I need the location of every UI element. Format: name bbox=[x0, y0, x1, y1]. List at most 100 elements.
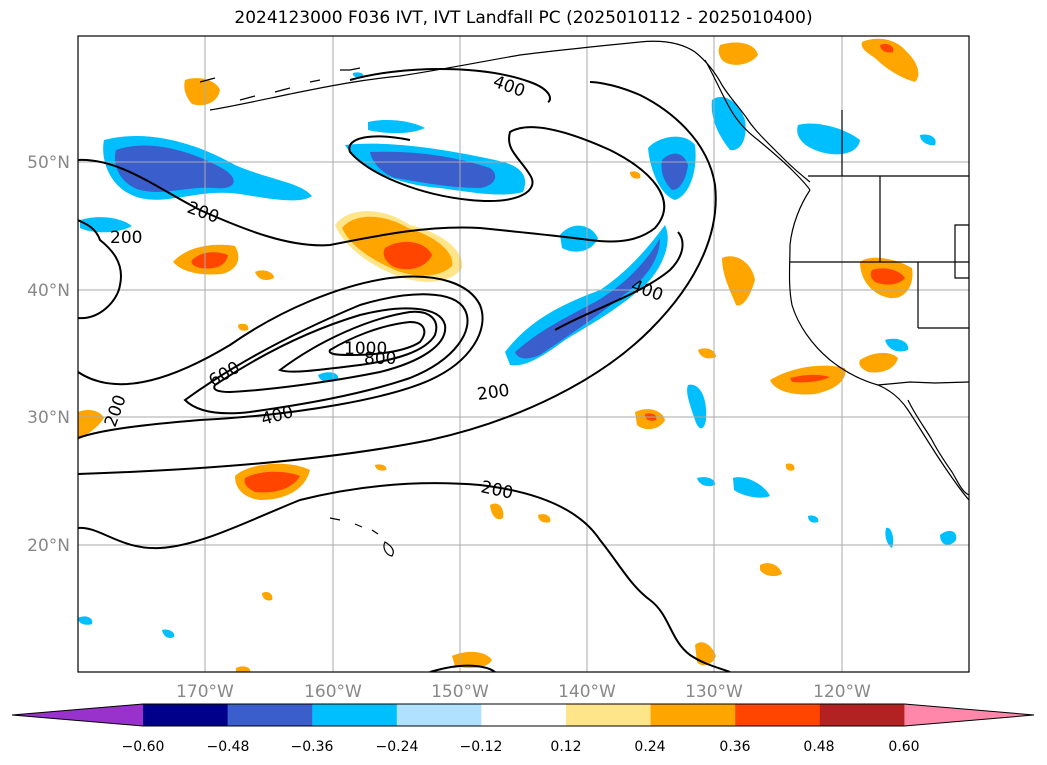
contour-label: 600 bbox=[206, 358, 244, 392]
colorbar-tick-label: −0.12 bbox=[460, 739, 503, 755]
contour-label: 200 bbox=[479, 477, 515, 503]
alaska-coast bbox=[209, 40, 811, 183]
positive-region bbox=[538, 514, 551, 523]
lon-labels: 170°W 160°W 150°W 140°W 130°W 120°W bbox=[176, 682, 871, 702]
contour-400-north bbox=[349, 68, 551, 103]
positive-region bbox=[383, 241, 432, 270]
colorbar-tick-label: −0.36 bbox=[291, 739, 334, 755]
colorbar-tick-label: 0.36 bbox=[719, 739, 750, 755]
lat-tick-label: 30°N bbox=[27, 408, 70, 428]
negative-region bbox=[885, 527, 894, 548]
negative-region bbox=[808, 515, 819, 523]
colorbar-tick-label: −0.60 bbox=[122, 739, 165, 755]
colorbar-swatch bbox=[481, 704, 567, 726]
bc-coast bbox=[704, 59, 811, 191]
lon-tick-label: 160°W bbox=[304, 682, 362, 702]
positive-region bbox=[698, 348, 716, 359]
map-frame bbox=[77, 35, 970, 673]
negative-region bbox=[115, 145, 234, 192]
positive-region bbox=[695, 642, 716, 666]
map-area bbox=[78, 36, 969, 672]
positive-region bbox=[859, 352, 898, 373]
contour-200-outer2 bbox=[78, 81, 717, 475]
colorbar-swatch bbox=[227, 704, 313, 726]
us-west-coast bbox=[788, 189, 969, 501]
contour-400-core bbox=[183, 293, 469, 415]
border-us-mexico bbox=[877, 381, 969, 386]
negative-region bbox=[920, 134, 936, 146]
colorbar-tick-label: 0.60 bbox=[888, 739, 919, 755]
map-title: 2024123000 F036 IVT, IVT Landfall PC (20… bbox=[234, 8, 813, 28]
negative-region bbox=[885, 338, 909, 352]
colorbar-swatch bbox=[819, 704, 905, 726]
lat-labels: 50°N 40°N 30°N 20°N bbox=[27, 153, 70, 556]
negative-region bbox=[162, 629, 175, 639]
negative-region bbox=[515, 238, 660, 359]
lat-tick-label: 50°N bbox=[27, 153, 70, 173]
contour-200-big bbox=[78, 275, 484, 439]
positive-region bbox=[191, 252, 228, 269]
colorbar-tick-label: 0.12 bbox=[550, 739, 581, 755]
positive-region bbox=[375, 464, 387, 471]
contour-label: 200 bbox=[476, 381, 511, 405]
colorbar-swatch bbox=[396, 704, 482, 726]
positive-region bbox=[490, 503, 504, 520]
contour-200-outer bbox=[78, 126, 666, 247]
contour-label: 200 bbox=[101, 392, 131, 429]
positive-region bbox=[255, 270, 274, 280]
state-lines bbox=[790, 110, 969, 329]
positive-region bbox=[861, 38, 919, 82]
colorbar-tick-label: 0.24 bbox=[634, 739, 665, 755]
colorbar-tick-label: −0.24 bbox=[376, 739, 419, 755]
negative-region bbox=[78, 616, 93, 625]
colorbar-tick-label: 0.48 bbox=[803, 739, 834, 755]
positive-region bbox=[78, 410, 104, 440]
hawaii bbox=[329, 517, 394, 557]
colorbar-extend-low bbox=[12, 704, 143, 726]
negative-region bbox=[940, 530, 957, 545]
colorbar-swatch bbox=[143, 704, 229, 726]
negative-region bbox=[711, 96, 746, 151]
colorbar-outline bbox=[11, 703, 1035, 727]
contour-1000 bbox=[328, 320, 426, 357]
lon-tick-label: 130°W bbox=[685, 682, 743, 702]
lat-tick-label: 20°N bbox=[27, 536, 70, 556]
contour-label: 1000 bbox=[344, 339, 387, 359]
positive-region bbox=[452, 651, 492, 668]
contour-800 bbox=[277, 310, 438, 373]
negative-region bbox=[687, 384, 707, 429]
ivt-contours bbox=[78, 68, 731, 672]
contour-600 bbox=[213, 307, 447, 394]
positive-region bbox=[785, 463, 795, 471]
colorbar-swatch bbox=[312, 704, 398, 726]
lon-tick-label: 140°W bbox=[558, 682, 616, 702]
negative-region bbox=[661, 153, 688, 190]
colorbar-swatch bbox=[735, 704, 821, 726]
contour-label: 400 bbox=[490, 72, 527, 102]
contour-label: 200 bbox=[184, 198, 221, 228]
positive-region bbox=[722, 256, 755, 306]
positive-region bbox=[236, 666, 251, 672]
negative-region bbox=[697, 477, 716, 487]
positive-region bbox=[262, 591, 273, 601]
negative-region bbox=[368, 120, 425, 134]
positive-region bbox=[184, 78, 220, 106]
negative-region bbox=[733, 477, 770, 498]
colorbar-tick-label: −0.48 bbox=[207, 739, 250, 755]
negative-region bbox=[370, 151, 496, 188]
positive-region bbox=[760, 563, 782, 577]
contour-label: 200 bbox=[110, 228, 142, 248]
colorbar-swatch bbox=[650, 704, 736, 726]
contour-label: 400 bbox=[628, 276, 665, 306]
positive-region bbox=[880, 43, 894, 53]
lon-tick-label: 150°W bbox=[431, 682, 489, 702]
lon-tick-label: 120°W bbox=[813, 682, 871, 702]
positive-region bbox=[790, 374, 830, 383]
aleutians bbox=[199, 67, 361, 101]
contour-200-west bbox=[78, 219, 122, 320]
colorbar-extend-high bbox=[904, 704, 1034, 726]
positive-region bbox=[630, 171, 641, 179]
contour-label: 400 bbox=[259, 402, 296, 430]
contour-label: 800 bbox=[364, 349, 396, 369]
